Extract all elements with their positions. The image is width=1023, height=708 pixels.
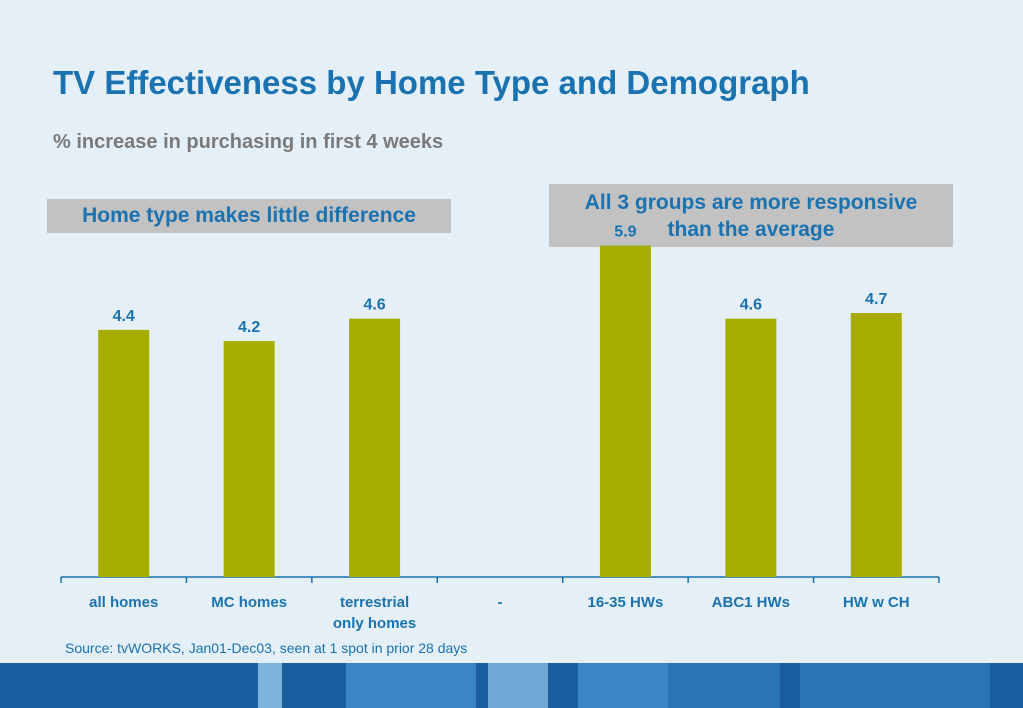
band-segment [548, 663, 578, 708]
x-tick-label: only homes [333, 615, 416, 632]
callout-groups-line2: than the average [667, 218, 835, 241]
band-segment [346, 663, 476, 708]
source-note: Source: tvWORKS, Jan01-Dec03, seen at 1 … [65, 640, 468, 656]
bar-value-label: 4.6 [363, 297, 385, 314]
band-segment [0, 663, 258, 708]
band-segment [780, 663, 800, 708]
bar [349, 318, 401, 577]
band-segment [488, 663, 548, 708]
band-segment [800, 663, 990, 708]
band-segment [668, 663, 780, 708]
callout-groups-line1: All 3 groups are more responsive [584, 191, 918, 214]
x-tick-label: 16-35 HWs [587, 594, 663, 611]
bar [223, 341, 275, 577]
band-segment [578, 663, 668, 708]
chart-subtitle: % increase in purchasing in first 4 week… [53, 131, 444, 153]
x-tick-label: HW w CH [843, 594, 910, 611]
bar-value-label: 5.9 [614, 224, 636, 241]
x-tick-label: all homes [89, 594, 158, 611]
band-segment [990, 663, 1023, 708]
x-tick-label: terrestrial [340, 594, 409, 611]
decorative-footer-band [0, 663, 1023, 708]
callout-home-type: Home type makes little difference [47, 199, 451, 233]
bar-value-label: 4.2 [238, 319, 260, 336]
bar [850, 313, 902, 577]
bar-value-label: 4.4 [113, 308, 135, 325]
bar-value-label: 4.7 [865, 291, 887, 308]
band-segment [258, 663, 282, 708]
x-tick-label: MC homes [211, 594, 287, 611]
bar [725, 318, 777, 577]
bar-value-label: 4.6 [740, 297, 762, 314]
callout-groups: All 3 groups are more responsive than th… [549, 184, 953, 247]
band-segment [282, 663, 346, 708]
band-segment [476, 663, 488, 708]
x-tick-label: - [498, 594, 503, 611]
chart-title: TV Effectiveness by Home Type and Demogr… [53, 64, 810, 101]
x-tick-label: ABC1 HWs [712, 594, 790, 611]
bar [98, 329, 150, 577]
bar [599, 245, 651, 577]
